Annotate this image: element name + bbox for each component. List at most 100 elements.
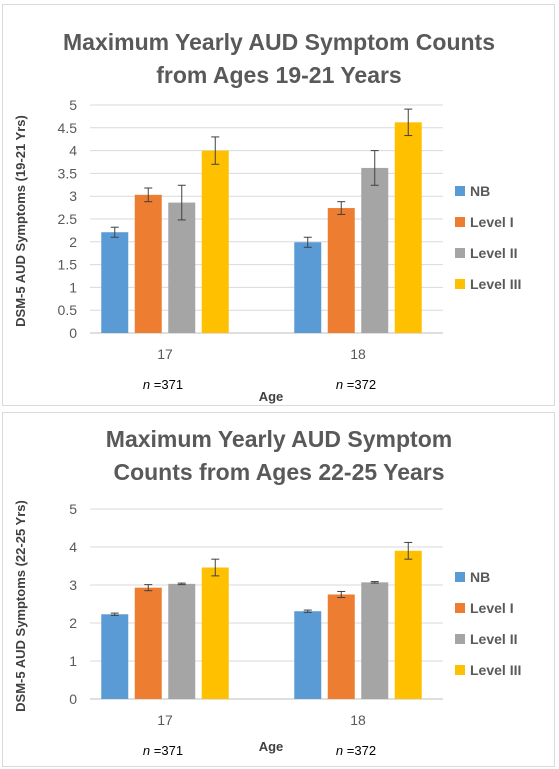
chart-title-line-2: Counts from Ages 22-25 Years	[113, 459, 444, 485]
sample-size-label: n =372	[336, 743, 376, 758]
error-bar	[144, 584, 153, 592]
bar-level-i-age-17	[134, 587, 162, 699]
sample-size-label: n =372	[336, 377, 376, 392]
sample-size-n: n	[143, 743, 150, 758]
sample-size-label: n =371	[143, 743, 183, 758]
chart-title-line-1: Maximum Yearly AUD Symptom	[106, 426, 452, 452]
x-axis-label: Age	[259, 739, 284, 754]
y-tick-label: 5	[69, 97, 77, 113]
error-bar	[337, 201, 346, 215]
sample-size-value: =371	[150, 377, 183, 392]
y-tick-label: 3	[69, 577, 77, 593]
y-tick-label: 0	[69, 691, 77, 707]
error-bar	[370, 150, 379, 186]
bar-level-iii-age-17	[201, 567, 229, 699]
bar-nb-age-18	[294, 242, 322, 333]
error-bar	[404, 541, 413, 560]
error-bar	[110, 612, 119, 616]
legend-item-level-i: Level I	[455, 214, 514, 230]
y-tick-label: 2.5	[58, 211, 78, 227]
legend-swatch	[455, 634, 465, 644]
bar-level-ii-age-17	[168, 202, 196, 333]
error-bar	[211, 136, 220, 165]
x-axis-label: Age	[259, 389, 284, 404]
legend-item-level-ii: Level II	[455, 245, 517, 261]
legend-item-nb: NB	[455, 183, 490, 199]
error-bar	[110, 226, 119, 238]
error-bar	[177, 582, 186, 586]
y-tick-label: 5	[69, 501, 77, 517]
legend-item-nb: NB	[455, 569, 490, 585]
y-tick-label: 3	[69, 188, 77, 204]
bar-nb-age-17	[101, 232, 129, 333]
error-bar	[303, 609, 312, 613]
y-tick-label: 0	[69, 325, 77, 341]
error-bar	[303, 236, 312, 248]
y-tick-label: 2	[69, 234, 77, 250]
legend-item-level-ii: Level II	[455, 631, 517, 647]
y-tick-label: 4	[69, 539, 77, 555]
legend-item-level-i: Level I	[455, 600, 514, 616]
legend-swatch	[455, 248, 465, 258]
y-tick-label: 1.5	[58, 257, 78, 273]
sample-size-n: n	[143, 377, 150, 392]
bar-level-ii-age-18	[361, 167, 389, 333]
error-bar	[370, 581, 379, 584]
bar-nb-age-17	[101, 614, 129, 699]
bar-level-ii-age-18	[361, 582, 389, 699]
bar-level-i-age-17	[134, 194, 162, 333]
bar-level-iii-age-17	[201, 150, 229, 333]
bar-level-ii-age-17	[168, 583, 196, 699]
bar-level-i-age-18	[327, 208, 355, 333]
legend-swatch	[455, 186, 465, 196]
sample-size-label: n =371	[143, 377, 183, 392]
bar-level-i-age-18	[327, 594, 355, 699]
legend-label: Level I	[470, 214, 514, 230]
legend-label: Level III	[470, 276, 521, 292]
legend-label: Level II	[470, 245, 517, 261]
x-category-label: 17	[157, 346, 173, 362]
chart-1-svg: Maximum Yearly AUD Symptom Counts from Ag…	[13, 29, 521, 404]
x-category-label: 18	[350, 712, 366, 728]
y-tick-label: 4.5	[58, 120, 78, 136]
legend-label: Level II	[470, 631, 517, 647]
y-tick-label: 4	[69, 143, 77, 159]
bar-nb-age-18	[294, 611, 322, 699]
x-category-label: 18	[350, 346, 366, 362]
chart-panel-2: Maximum Yearly AUD Symptom Counts from Ag…	[2, 412, 555, 767]
error-bar	[144, 187, 153, 203]
y-tick-label: 1	[69, 279, 77, 295]
x-category-label: 17	[157, 712, 173, 728]
chart-panel-1: Maximum Yearly AUD Symptom Counts from Ag…	[2, 4, 555, 406]
sample-size-n: n	[336, 743, 343, 758]
y-tick-label: 0.5	[58, 302, 78, 318]
error-bar	[404, 108, 413, 137]
y-axis-label: DSM-5 AUD Symptoms (19-21 Yrs)	[13, 115, 28, 327]
legend-item-level-iii: Level III	[455, 276, 521, 292]
legend-swatch	[455, 665, 465, 675]
sample-size-value: =371	[150, 743, 183, 758]
legend-swatch	[455, 279, 465, 289]
sample-size-value: =372	[343, 743, 376, 758]
y-tick-label: 1	[69, 653, 77, 669]
legend-item-level-iii: Level III	[455, 662, 521, 678]
y-tick-label: 2	[69, 615, 77, 631]
legend-label: NB	[470, 569, 490, 585]
legend-swatch	[455, 572, 465, 582]
legend-swatch	[455, 217, 465, 227]
chart-title-line-2: from Ages 19-21 Years	[156, 62, 401, 88]
legend-label: Level III	[470, 662, 521, 678]
legend-label: NB	[470, 183, 490, 199]
error-bar	[211, 558, 220, 577]
legend-label: Level I	[470, 600, 514, 616]
bar-level-iii-age-18	[394, 550, 422, 699]
error-bar	[177, 184, 186, 221]
chart-2-svg: Maximum Yearly AUD Symptom Counts from Ag…	[13, 426, 521, 758]
legend-swatch	[455, 603, 465, 613]
chart-title-line-1: Maximum Yearly AUD Symptom Counts	[63, 29, 495, 55]
bar-level-iii-age-18	[394, 122, 422, 333]
sample-size-n: n	[336, 377, 343, 392]
error-bar	[337, 590, 346, 599]
y-axis-label: DSM-5 AUD Symptoms (22-25 Yrs)	[13, 500, 28, 712]
sample-size-value: =372	[343, 377, 376, 392]
